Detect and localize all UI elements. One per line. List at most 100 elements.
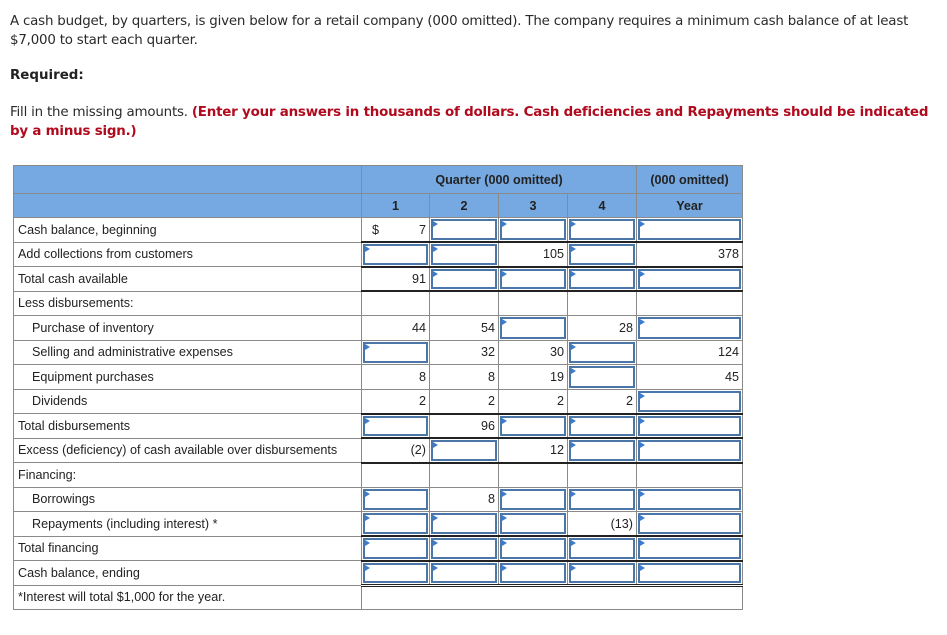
row-label: Total cash available (13, 266, 362, 292)
cell-q3: 105 (498, 241, 568, 267)
input-q3[interactable] (498, 511, 568, 537)
row-label: Repayments (including interest) * (13, 511, 362, 537)
input-q2[interactable] (429, 511, 499, 537)
table-row-dividends: Dividends 2 2 2 2 (13, 388, 743, 415)
input-q1[interactable] (361, 413, 430, 439)
row-label: Dividends (13, 388, 362, 414)
table-row-footnote: *Interest will total $1,000 for the year… (13, 584, 743, 610)
input-q4[interactable] (567, 364, 637, 390)
input-q4[interactable] (567, 339, 637, 365)
header-q3: 3 (498, 193, 568, 218)
input-q3[interactable] (498, 535, 568, 562)
footnote-blank (361, 584, 743, 610)
input-q4[interactable] (567, 413, 637, 439)
input-q3[interactable] (498, 315, 568, 341)
table-row-total-financing: Total financing (13, 535, 743, 562)
input-q3[interactable] (498, 486, 568, 512)
input-q1[interactable] (361, 511, 430, 537)
input-q2[interactable] (429, 560, 499, 587)
input-q3[interactable] (498, 560, 568, 587)
cell-q1: 2 (361, 388, 430, 415)
cell-q3: 30 (498, 339, 568, 365)
cell-q3: 12 (498, 437, 568, 464)
input-q1[interactable] (361, 241, 430, 267)
cell-q2: 8 (429, 486, 499, 512)
input-q3[interactable] (498, 413, 568, 439)
table-row-total-disbursements: Total disbursements 96 (13, 413, 743, 439)
header-blank (13, 165, 362, 194)
input-year[interactable] (636, 315, 743, 341)
cell-year: 378 (636, 241, 743, 267)
cell-q4: (13) (567, 511, 637, 537)
input-q4[interactable] (567, 265, 637, 292)
row-label: Total disbursements (13, 413, 362, 439)
problem-description: A cash budget, by quarters, is given bel… (10, 14, 909, 48)
input-q4[interactable] (567, 486, 637, 512)
cell-q2: 54 (429, 315, 499, 341)
header-q1: 1 (361, 193, 430, 218)
input-q2[interactable] (429, 437, 499, 464)
row-label: Purchase of inventory (13, 315, 362, 341)
dollar-sign: $ (372, 222, 380, 237)
input-q1[interactable] (361, 339, 430, 365)
input-q4[interactable] (567, 241, 637, 267)
cell-q3: 2 (498, 388, 568, 415)
cell-q4: 2 (567, 388, 637, 415)
row-label: Borrowings (13, 486, 362, 512)
table-row-collections: Add collections from customers 105 378 (13, 241, 743, 267)
cell-q1: 44 (361, 315, 430, 341)
header-q2: 2 (429, 193, 499, 218)
cell-q2: 32 (429, 339, 499, 365)
table-row-financing: Financing: (13, 462, 743, 488)
row-label: Equipment purchases (13, 364, 362, 390)
input-year[interactable] (636, 413, 743, 439)
instructions: Fill in the missing amounts. (Enter your… (10, 103, 945, 141)
input-q4[interactable] (567, 437, 637, 464)
table-row-total-cash-available: Total cash available 91 (13, 265, 743, 292)
header-year: Year (636, 193, 743, 218)
table-row-purchase-inventory: Purchase of inventory 44 54 28 (13, 315, 743, 341)
cell-q2: 96 (429, 413, 499, 439)
input-year[interactable] (636, 265, 743, 292)
input-q3[interactable] (498, 265, 568, 292)
row-label: Excess (deficiency) of cash available ov… (13, 437, 362, 463)
cell-q2: 2 (429, 388, 499, 415)
input-year[interactable] (636, 217, 743, 243)
input-q1[interactable] (361, 560, 430, 587)
input-year[interactable] (636, 535, 743, 562)
row-label: Add collections from customers (13, 241, 362, 267)
input-q2[interactable] (429, 265, 499, 292)
cell-year: 45 (636, 364, 743, 390)
input-q1[interactable] (361, 535, 430, 562)
header-year-group: (000 omitted) (636, 165, 743, 194)
input-q2[interactable] (429, 217, 499, 243)
input-year[interactable] (636, 511, 743, 537)
cell-year: 124 (636, 339, 743, 365)
header-quarter-group: Quarter (000 omitted) (361, 165, 637, 194)
input-year[interactable] (636, 486, 743, 512)
cell-q1: (2) (361, 437, 430, 464)
cell-q1: 91 (361, 265, 430, 292)
input-q3[interactable] (498, 217, 568, 243)
header-q4: 4 (567, 193, 637, 218)
input-q1[interactable] (361, 486, 430, 512)
table-row-repayments: Repayments (including interest) * (13) (13, 511, 743, 537)
header-blank-2 (13, 193, 362, 218)
row-label: Less disbursements: (13, 290, 362, 316)
input-q4[interactable] (567, 560, 637, 587)
row-label: Financing: (13, 462, 362, 488)
cell-q1: $7 (361, 217, 430, 243)
cash-budget-table: Quarter (000 omitted) (000 omitted) 1 2 … (13, 165, 743, 610)
cell-q1: 8 (361, 364, 430, 390)
cell-q2: 8 (429, 364, 499, 390)
table-row-cash-ending: Cash balance, ending (13, 560, 743, 587)
input-year[interactable] (636, 560, 743, 587)
input-year[interactable] (636, 437, 743, 464)
input-q4[interactable] (567, 535, 637, 562)
input-q4[interactable] (567, 217, 637, 243)
table-row-equipment: Equipment purchases 8 8 19 45 (13, 364, 743, 390)
input-q2[interactable] (429, 241, 499, 267)
input-q2[interactable] (429, 535, 499, 562)
row-label: Total financing (13, 535, 362, 561)
input-year[interactable] (636, 388, 743, 415)
